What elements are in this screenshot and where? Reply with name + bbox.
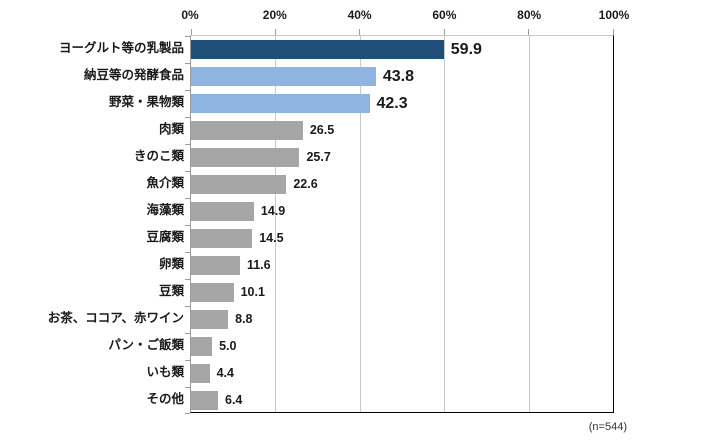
x-axis-tick-label: 60% bbox=[432, 8, 457, 22]
category-axis-tick-mark bbox=[185, 279, 190, 280]
bar bbox=[191, 391, 218, 410]
bar bbox=[191, 94, 370, 113]
value-label: 59.9 bbox=[450, 41, 482, 58]
bar-row: 22.6 bbox=[191, 171, 613, 198]
category-axis: ヨーグルト等の乳製品納豆等の発酵食品野菜・果物類肉類きのこ類魚介類海藻類豆腐類卵… bbox=[0, 35, 184, 413]
bar bbox=[191, 310, 229, 329]
category-axis-tick-mark bbox=[185, 36, 190, 37]
x-axis-tick-mark bbox=[190, 29, 192, 35]
value-label: 4.4 bbox=[216, 366, 234, 380]
bar bbox=[191, 67, 376, 86]
gridline bbox=[359, 36, 361, 412]
bar bbox=[191, 283, 234, 302]
category-label: ヨーグルト等の乳製品 bbox=[58, 41, 184, 55]
x-axis-tick-label: 0% bbox=[181, 8, 199, 22]
value-label: 25.7 bbox=[306, 150, 331, 164]
category-axis-tick-mark bbox=[185, 387, 190, 388]
bar bbox=[191, 175, 287, 194]
value-label: 5.0 bbox=[219, 339, 237, 353]
x-axis-tick-mark bbox=[443, 29, 445, 35]
x-axis-tick-mark bbox=[359, 29, 361, 35]
x-axis-tick-mark bbox=[612, 29, 614, 35]
x-axis-tick-mark bbox=[274, 29, 276, 35]
sample-size-note: (n=544) bbox=[588, 421, 627, 433]
bar-row: 11.6 bbox=[191, 252, 613, 279]
value-label: 8.8 bbox=[235, 312, 253, 326]
category-label: パン・ご飯類 bbox=[108, 338, 184, 352]
x-axis-tick-mark bbox=[528, 29, 530, 35]
category-axis-tick-mark bbox=[185, 413, 190, 414]
category-label: きのこ類 bbox=[133, 149, 184, 163]
x-axis-tick-label: 100% bbox=[598, 8, 630, 22]
bar-row: 8.8 bbox=[191, 306, 613, 333]
category-label: 卵類 bbox=[158, 257, 184, 271]
category-label: その他 bbox=[146, 392, 184, 406]
category-axis-tick-mark bbox=[185, 63, 190, 64]
x-axis-tick-label: 40% bbox=[347, 8, 372, 22]
value-label: 22.6 bbox=[293, 177, 318, 191]
bar-row: 14.5 bbox=[191, 225, 613, 252]
value-label: 43.8 bbox=[382, 68, 414, 85]
gridline bbox=[275, 36, 277, 412]
category-label: 納豆等の発酵食品 bbox=[83, 68, 184, 82]
plot-area: 59.9 43.8 42.3 26.5 25.7 22.6 14.9 14.5 11.6 10.1… bbox=[185, 29, 614, 414]
value-label: 10.1 bbox=[240, 285, 265, 299]
value-label: 14.5 bbox=[259, 231, 284, 245]
bar bbox=[191, 364, 210, 383]
category-axis-tick-mark bbox=[185, 90, 190, 91]
category-label: 海藻類 bbox=[146, 203, 184, 217]
bar-row: 5.0 bbox=[191, 333, 613, 360]
bar-row: 59.9 bbox=[191, 36, 613, 63]
category-label: 豆類 bbox=[158, 284, 184, 298]
category-axis-tick-mark bbox=[185, 333, 190, 334]
category-axis-tick-mark bbox=[185, 117, 190, 118]
bar bbox=[191, 121, 303, 140]
bar-row: 43.8 bbox=[191, 63, 613, 90]
category-axis-tick-mark bbox=[185, 252, 190, 253]
bar-row: 14.9 bbox=[191, 198, 613, 225]
x-axis-tick-label: 20% bbox=[262, 8, 287, 22]
category-axis-tick-mark bbox=[185, 360, 190, 361]
category-axis-tick-mark bbox=[185, 225, 190, 226]
value-label: 42.3 bbox=[376, 95, 408, 112]
bar-row: 26.5 bbox=[191, 117, 613, 144]
gridline bbox=[528, 36, 530, 412]
category-axis-tick-mark bbox=[185, 144, 190, 145]
gridline bbox=[444, 36, 446, 412]
category-label: お茶、ココア、赤ワイン bbox=[47, 311, 184, 325]
category-axis-tick-mark bbox=[185, 198, 190, 199]
bar-row: 6.4 bbox=[191, 387, 613, 414]
bar-row: 25.7 bbox=[191, 144, 613, 171]
value-label: 26.5 bbox=[309, 123, 335, 137]
category-label: 肉類 bbox=[158, 122, 184, 136]
value-label: 11.6 bbox=[246, 258, 271, 272]
value-label: 6.4 bbox=[225, 393, 243, 407]
bar bbox=[191, 148, 300, 167]
category-axis-tick-mark bbox=[185, 306, 190, 307]
category-label: 魚介類 bbox=[146, 176, 184, 190]
category-axis-tick-mark bbox=[185, 171, 190, 172]
bar bbox=[191, 256, 240, 275]
category-label: 豆腐類 bbox=[146, 230, 184, 244]
bar bbox=[191, 229, 253, 248]
value-label: 14.9 bbox=[260, 204, 286, 218]
bar bbox=[191, 202, 254, 221]
bar bbox=[191, 337, 213, 356]
bar-row: 42.3 bbox=[191, 90, 613, 117]
category-label: いも類 bbox=[146, 365, 184, 379]
x-axis: 0% 20% 40% 60% 80% 100% bbox=[181, 8, 629, 26]
bar bbox=[191, 40, 444, 59]
x-axis-tick-label: 80% bbox=[517, 8, 542, 22]
bar-row: 10.1 bbox=[191, 279, 613, 306]
bar-row: 4.4 bbox=[191, 360, 613, 387]
category-label: 野菜・果物類 bbox=[108, 95, 184, 109]
